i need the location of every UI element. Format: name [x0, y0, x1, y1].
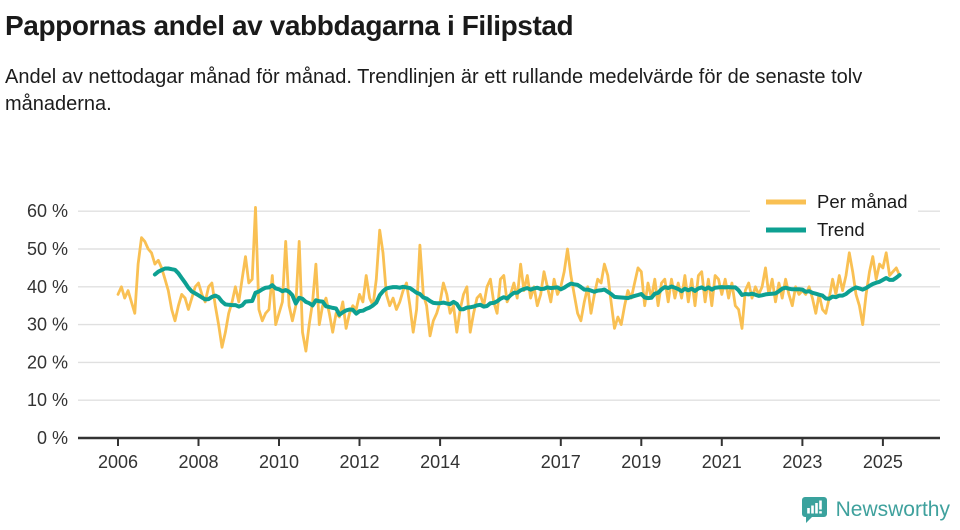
newsworthy-footer: Newsworthy — [801, 496, 950, 523]
svg-text:2025: 2025 — [863, 452, 903, 472]
chart-title: Pappornas andel av vabbdagarna i Filipst… — [5, 10, 574, 41]
legend-label-per-manad: Per månad — [817, 191, 908, 212]
svg-text:60 %: 60 % — [27, 201, 68, 221]
chart-subtitle: Andel av nettodagar månad för månad. Tre… — [5, 66, 863, 115]
svg-text:50 %: 50 % — [27, 239, 68, 259]
svg-text:20 %: 20 % — [27, 352, 68, 372]
chart-legend: Per månad Trend — [750, 184, 918, 244]
svg-text:2014: 2014 — [420, 452, 460, 472]
series-trend — [152, 266, 902, 317]
vab-line-chart: 0 %10 %20 %30 %40 %50 %60 %2006 2008 2010 2… — [27, 184, 940, 472]
y-axis-labels: 0 % 10 % 20 % 30 % 40 % 50 % 60 % — [27, 201, 68, 448]
newsworthy-logo-icon — [801, 497, 827, 523]
legend-label-trend: Trend — [817, 219, 865, 240]
x-axis: 2006 2008 2010 2012 2014 2017 2019 2021 2023 2025 — [78, 436, 940, 472]
svg-text:2010: 2010 — [259, 452, 299, 472]
svg-text:10 %: 10 % — [27, 390, 68, 410]
svg-text:2012: 2012 — [339, 452, 379, 472]
svg-text:2006: 2006 — [98, 452, 138, 472]
svg-text:30 %: 30 % — [27, 315, 68, 335]
svg-text:2021: 2021 — [702, 452, 742, 472]
svg-text:2023: 2023 — [782, 452, 822, 472]
svg-text:2017: 2017 — [541, 452, 581, 472]
svg-text:2008: 2008 — [178, 452, 218, 472]
svg-text:0 %: 0 % — [37, 428, 68, 448]
brand-name: Newsworthy — [835, 497, 950, 521]
svg-text:40 %: 40 % — [27, 277, 68, 297]
svg-text:2019: 2019 — [621, 452, 661, 472]
